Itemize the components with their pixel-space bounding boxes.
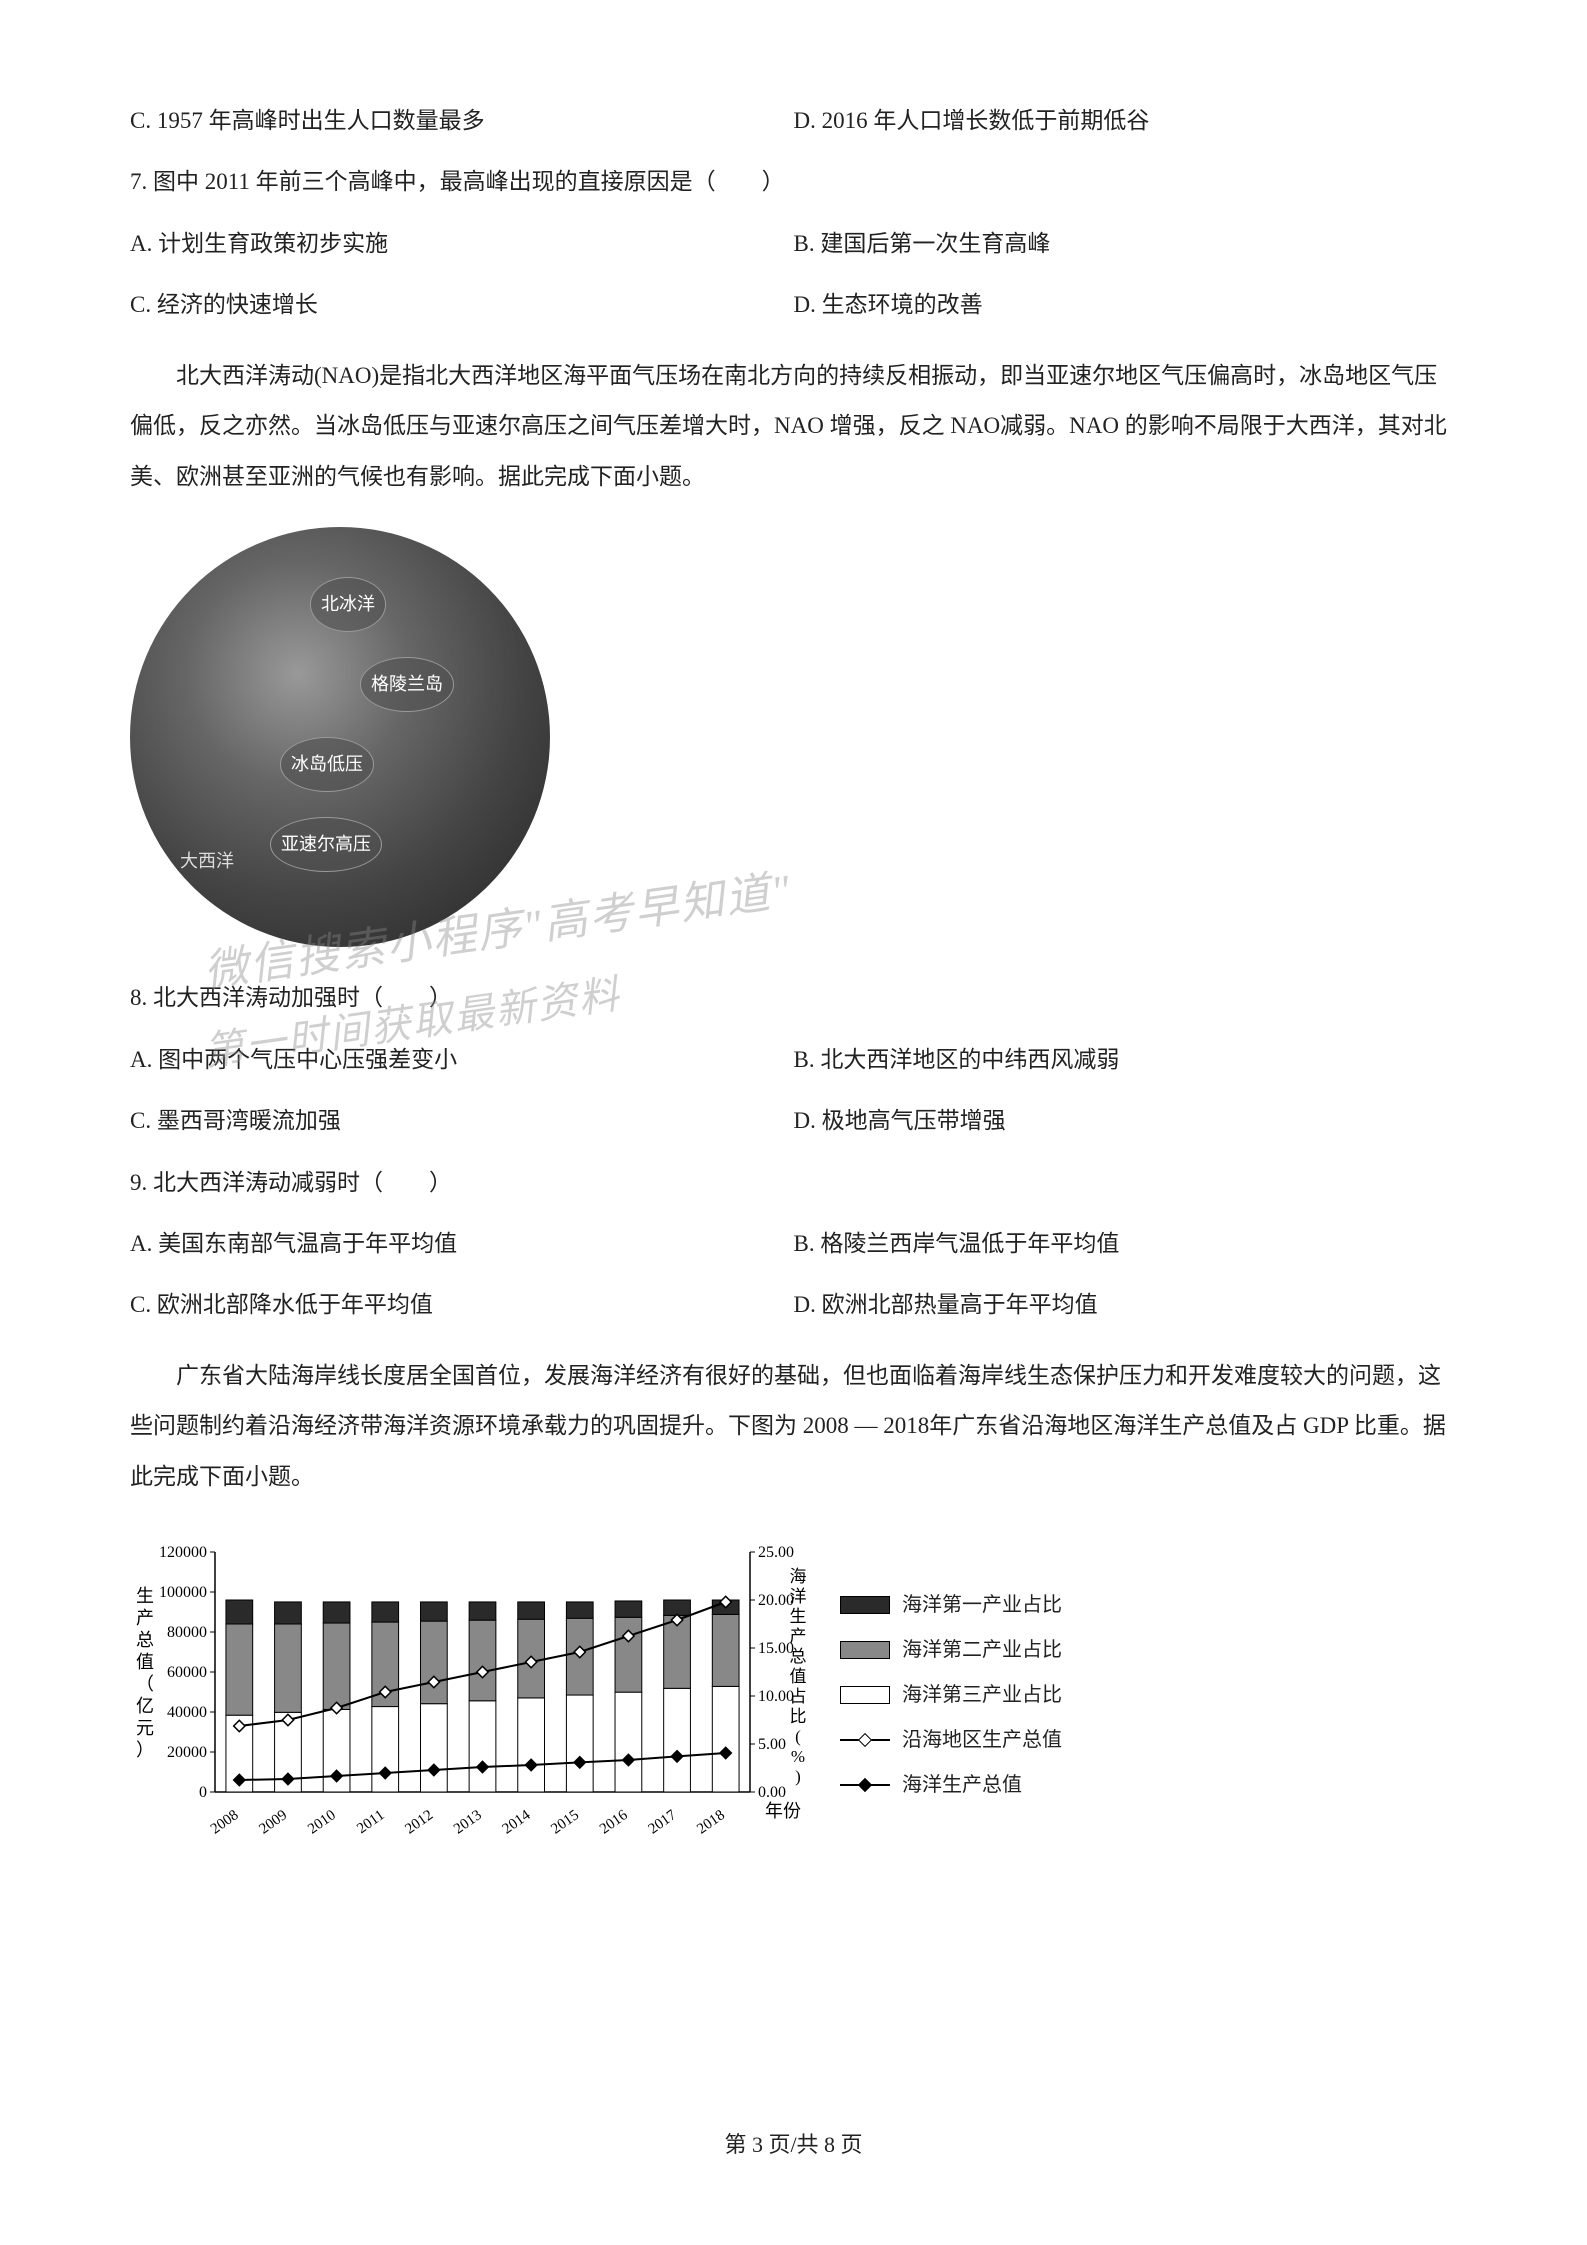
svg-text:2013: 2013	[451, 1808, 485, 1838]
svg-text:洋: 洋	[790, 1587, 807, 1606]
question-7-option-a: A. 计划生育政策初步实施	[130, 223, 794, 264]
legend-primary: 海洋第一产业占比	[840, 1585, 1062, 1625]
legend-secondary: 海洋第二产业占比	[840, 1630, 1062, 1670]
svg-text:）: ）	[136, 1740, 154, 1760]
question-8-option-d: D. 极地高气压带增强	[794, 1100, 1458, 1141]
question-8-stem: 8. 北大西洋涛动加强时（ ）	[130, 977, 1457, 1018]
question-9-stem: 9. 北大西洋涛动减弱时（ ）	[130, 1162, 1457, 1203]
svg-text:60000: 60000	[167, 1664, 207, 1681]
question-7-stem: 7. 图中 2011 年前三个高峰中，最高峰出现的直接原因是（ ）	[130, 161, 1457, 202]
svg-text:值: 值	[790, 1667, 807, 1686]
svg-text:0.00: 0.00	[758, 1784, 786, 1801]
svg-text:0: 0	[199, 1784, 207, 1801]
svg-text:%: %	[791, 1747, 805, 1766]
marine-economy-chart: 0 20000 40000 60000 80000 100000 120000 0.00 5.0…	[130, 1532, 810, 1862]
svg-text:总: 总	[790, 1647, 807, 1666]
svg-text:值: 值	[136, 1652, 154, 1672]
question-7-option-c: C. 经济的快速增长	[130, 284, 794, 325]
svg-text:海: 海	[790, 1567, 807, 1586]
svg-text:100000: 100000	[159, 1584, 207, 1601]
question-7-option-d: D. 生态环境的改善	[794, 284, 1458, 325]
svg-text:25.00: 25.00	[758, 1544, 794, 1561]
question-9-option-a: A. 美国东南部气温高于年平均值	[130, 1223, 794, 1264]
question-7-option-b: B. 建国后第一次生育高峰	[794, 223, 1458, 264]
svg-text:产: 产	[136, 1608, 154, 1628]
svg-text:120000: 120000	[159, 1544, 207, 1561]
svg-text:占: 占	[790, 1687, 807, 1706]
svg-text:40000: 40000	[167, 1704, 207, 1721]
svg-text:生: 生	[790, 1607, 807, 1626]
legend-swatch-primary	[840, 1596, 890, 1614]
globe-label-arctic: 北冰洋	[310, 577, 386, 631]
svg-text:(: (	[795, 1727, 801, 1746]
svg-text:2014: 2014	[500, 1807, 534, 1838]
legend-tertiary: 海洋第三产业占比	[840, 1675, 1062, 1715]
svg-text:): )	[795, 1767, 801, 1786]
legend-line-coastal	[840, 1739, 890, 1741]
legend-line-marine	[840, 1784, 890, 1786]
svg-text:2017: 2017	[646, 1807, 680, 1838]
svg-text:80000: 80000	[167, 1624, 207, 1641]
svg-text:2018: 2018	[694, 1808, 728, 1838]
svg-text:亿: 亿	[136, 1696, 154, 1716]
svg-text:2011: 2011	[354, 1808, 387, 1838]
globe-label-iceland-low: 冰岛低压	[280, 737, 374, 791]
chart-legend: 海洋第一产业占比 海洋第二产业占比 海洋第三产业占比 沿海地区生产总值 海洋生产…	[840, 1585, 1062, 1810]
globe-label-atlantic: 大西洋	[180, 845, 234, 877]
option-c: C. 1957 年高峰时出生人口数量最多	[130, 100, 794, 141]
question-9-option-d: D. 欧洲北部热量高于年平均值	[794, 1284, 1458, 1325]
globe-label-greenland: 格陵兰岛	[360, 657, 454, 711]
svg-text:总: 总	[136, 1630, 154, 1650]
legend-label-coastal: 沿海地区生产总值	[902, 1720, 1062, 1760]
svg-text:（: （	[136, 1674, 154, 1694]
legend-coastal: 沿海地区生产总值	[840, 1720, 1062, 1760]
option-d: D. 2016 年人口增长数低于前期低谷	[794, 100, 1458, 141]
globe-figure: 北冰洋 格陵兰岛 冰岛低压 亚速尔高压 大西洋	[130, 527, 560, 957]
svg-text:生: 生	[136, 1586, 154, 1606]
page-footer: 第 3 页/共 8 页	[0, 2125, 1587, 2165]
svg-text:5.00: 5.00	[758, 1736, 786, 1753]
svg-text:2010: 2010	[305, 1808, 339, 1838]
legend-swatch-secondary	[840, 1641, 890, 1659]
legend-swatch-tertiary	[840, 1686, 890, 1704]
globe-label-azores-high: 亚速尔高压	[270, 817, 382, 871]
svg-text:元: 元	[136, 1718, 154, 1738]
question-8-option-a: A. 图中两个气压中心压强差变小	[130, 1039, 794, 1080]
svg-text:比: 比	[790, 1707, 807, 1726]
svg-text:2015: 2015	[548, 1808, 582, 1838]
legend-label-marine: 海洋生产总值	[902, 1765, 1022, 1805]
svg-text:2012: 2012	[402, 1808, 436, 1838]
question-9-option-b: B. 格陵兰西岸气温低于年平均值	[794, 1223, 1458, 1264]
passage-guangdong: 广东省大陆海岸线长度居全国首位，发展海洋经济有很好的基础，但也面临着海岸线生态保…	[130, 1351, 1457, 1503]
legend-label-primary: 海洋第一产业占比	[902, 1585, 1062, 1625]
question-8-option-b: B. 北大西洋地区的中纬西风减弱	[794, 1039, 1458, 1080]
legend-label-tertiary: 海洋第三产业占比	[902, 1675, 1062, 1715]
svg-text:产: 产	[790, 1627, 807, 1646]
chart-container: 0 20000 40000 60000 80000 100000 120000 0.00 5.0…	[130, 1532, 1457, 1862]
svg-text:2009: 2009	[256, 1808, 290, 1838]
passage-nao: 北大西洋涛动(NAO)是指北大西洋地区海平面气压场在南北方向的持续反相振动，即当…	[130, 351, 1457, 503]
svg-text:年份: 年份	[765, 1801, 801, 1821]
svg-text:2008: 2008	[208, 1808, 242, 1838]
legend-label-secondary: 海洋第二产业占比	[902, 1630, 1062, 1670]
question-8-option-c: C. 墨西哥湾暖流加强	[130, 1100, 794, 1141]
legend-marine: 海洋生产总值	[840, 1765, 1062, 1805]
question-9-option-c: C. 欧洲北部降水低于年平均值	[130, 1284, 794, 1325]
svg-text:20000: 20000	[167, 1744, 207, 1761]
svg-text:2016: 2016	[597, 1807, 631, 1838]
